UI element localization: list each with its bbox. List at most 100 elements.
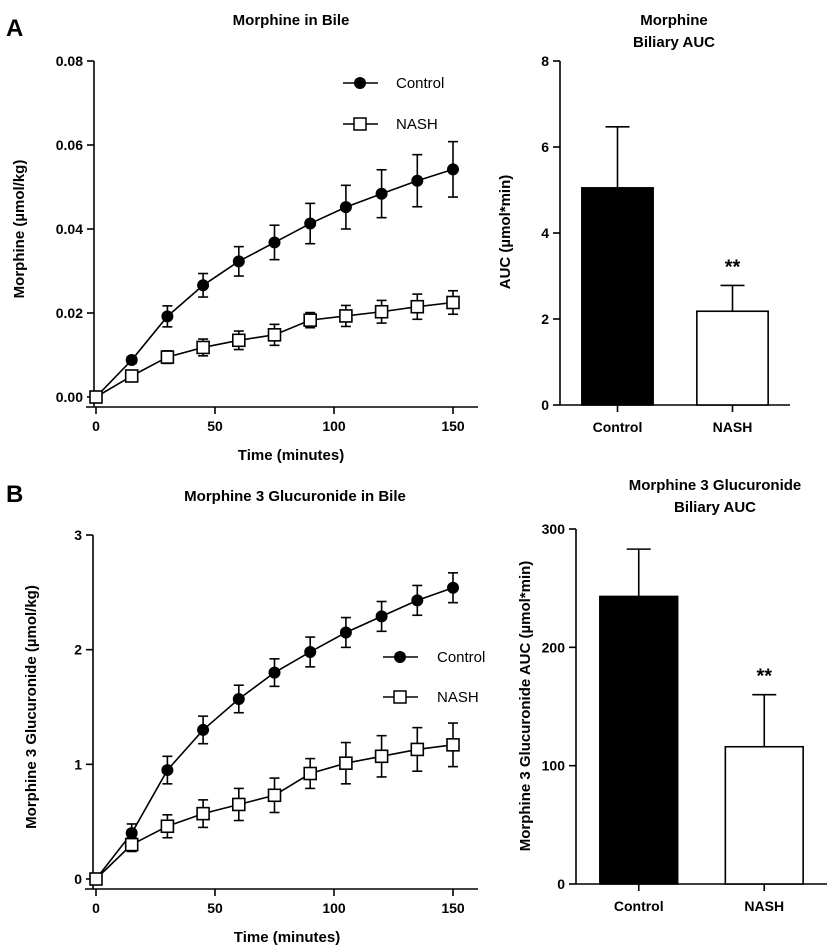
- data-point-nash: [303, 766, 318, 781]
- y-tick-label: 0.04: [56, 221, 83, 237]
- x-tick-label: 100: [322, 418, 346, 434]
- data-point-control: [125, 354, 138, 367]
- x-tick-label: 150: [441, 900, 465, 916]
- panel-letter-b: B: [6, 481, 23, 508]
- y-axis-label: Morphine (µmol/kg): [11, 160, 28, 299]
- data-point-control: [197, 723, 210, 736]
- data-point-control: [161, 310, 174, 323]
- data-point-control: [339, 201, 352, 214]
- legend-marker-nash: [353, 117, 367, 131]
- legend-marker-control: [354, 77, 366, 89]
- x-tick-label: 150: [441, 418, 465, 434]
- legend: Control NASH: [383, 649, 485, 706]
- data-point-control: [268, 236, 281, 249]
- chart-m3g-biliary-auc: Morphine 3 Glucuronide Biliary AUC Morph…: [517, 477, 827, 914]
- data-point-nash: [339, 756, 353, 770]
- plot-marks: [89, 140, 460, 404]
- y-axis-label: Morphine 3 Glucuronide AUC (µmol*min): [517, 561, 534, 852]
- x-axis-label: Time (minutes): [238, 447, 344, 464]
- y-tick-label: 2: [541, 311, 549, 327]
- series-line-nash: [95, 301, 454, 398]
- data-point-nash: [446, 295, 460, 310]
- data-point-nash: [303, 313, 318, 327]
- data-point-control: [304, 217, 317, 230]
- data-point-control: [411, 174, 424, 187]
- data-point-nash: [410, 742, 425, 757]
- x-tick-label-nash: NASH: [713, 419, 753, 435]
- significance-marker: **: [756, 666, 772, 688]
- y-tick-label: 100: [542, 758, 566, 774]
- x-tick-label: 100: [322, 900, 346, 916]
- data-point-control: [375, 610, 388, 623]
- data-point-control: [268, 666, 281, 679]
- y-tick-label: 6: [541, 139, 549, 155]
- data-point-nash: [89, 390, 103, 404]
- y-tick-label: 0.08: [56, 53, 83, 69]
- chart-title: Morphine 3 Glucuronide in Bile: [184, 488, 406, 505]
- y-axis-label: Morphine 3 Glucuronide (µmol/kg): [23, 585, 40, 829]
- data-point-nash: [89, 872, 103, 886]
- data-point-control: [304, 645, 317, 658]
- data-point-nash: [232, 797, 246, 812]
- data-point-control: [447, 163, 459, 176]
- y-tick-label: 0: [541, 397, 549, 413]
- x-tick-label-nash: NASH: [744, 898, 784, 914]
- bar-nash: [724, 745, 804, 885]
- legend-label-nash: NASH: [437, 689, 479, 706]
- data-point-control: [161, 764, 174, 777]
- data-point-nash: [374, 304, 389, 319]
- series-line-control: [95, 168, 454, 398]
- y-tick-label: 3: [74, 527, 82, 543]
- panel-letter-a: A: [6, 15, 23, 42]
- x-tick-label: 0: [92, 418, 100, 434]
- x-tick-label: 50: [207, 900, 223, 916]
- bar-nash: [696, 310, 769, 406]
- data-point-nash: [410, 299, 425, 314]
- x-tick-label-control: Control: [614, 898, 664, 914]
- data-point-nash: [339, 309, 353, 323]
- axes: 0 1 2 3 0 50 100 150: [74, 527, 478, 916]
- data-point-control: [197, 279, 210, 292]
- data-point-nash: [160, 819, 175, 834]
- data-point-control: [375, 187, 388, 200]
- data-point-nash: [446, 738, 460, 752]
- legend-label-control: Control: [396, 75, 444, 92]
- x-tick-label-control: Control: [593, 419, 643, 435]
- data-point-control: [411, 594, 424, 607]
- bar-marks: **: [599, 548, 804, 885]
- plot-marks: [89, 572, 460, 886]
- chart-m3g-in-bile: Morphine 3 Glucuronide in Bile Time (min…: [23, 488, 485, 946]
- chart-morphine-in-bile: Morphine in Bile Time (minutes) Morphine…: [11, 12, 478, 464]
- data-point-nash: [374, 749, 389, 764]
- data-point-nash: [196, 340, 210, 355]
- chart-morphine-biliary-auc: Morphine Biliary AUC AUC (µmol*min) 0 2 4 6…: [497, 12, 790, 435]
- data-point-nash: [196, 806, 210, 821]
- y-tick-label: 0.06: [56, 137, 83, 153]
- y-tick-label: 1: [74, 756, 82, 772]
- chart-subtitle: Biliary AUC: [674, 499, 756, 516]
- bar-control: [599, 595, 679, 885]
- y-tick-label: 8: [541, 53, 549, 69]
- data-point-control: [232, 692, 245, 705]
- y-tick-label: 0: [557, 876, 565, 892]
- bar-marks: **: [581, 125, 769, 406]
- legend-marker-nash: [393, 690, 407, 704]
- chart-title: Morphine 3 Glucuronide: [629, 477, 802, 494]
- data-point-nash: [267, 788, 282, 803]
- axes: 0.00 0.02 0.04 0.06 0.08 0 50 100 150: [56, 53, 478, 434]
- data-point-control: [125, 827, 138, 840]
- data-point-control: [447, 581, 459, 594]
- legend-marker-control: [394, 651, 406, 663]
- significance-marker: **: [725, 256, 741, 278]
- data-point-nash: [124, 837, 139, 852]
- x-axis-label: Time (minutes): [234, 929, 340, 946]
- data-point-control: [232, 255, 245, 268]
- y-tick-label: 0.00: [56, 389, 83, 405]
- y-tick-label: 2: [74, 642, 82, 658]
- y-tick-label: 300: [542, 521, 566, 537]
- chart-subtitle: Biliary AUC: [633, 34, 715, 51]
- data-point-control: [339, 626, 352, 639]
- data-point-nash: [124, 369, 139, 383]
- y-tick-label: 0: [74, 871, 82, 887]
